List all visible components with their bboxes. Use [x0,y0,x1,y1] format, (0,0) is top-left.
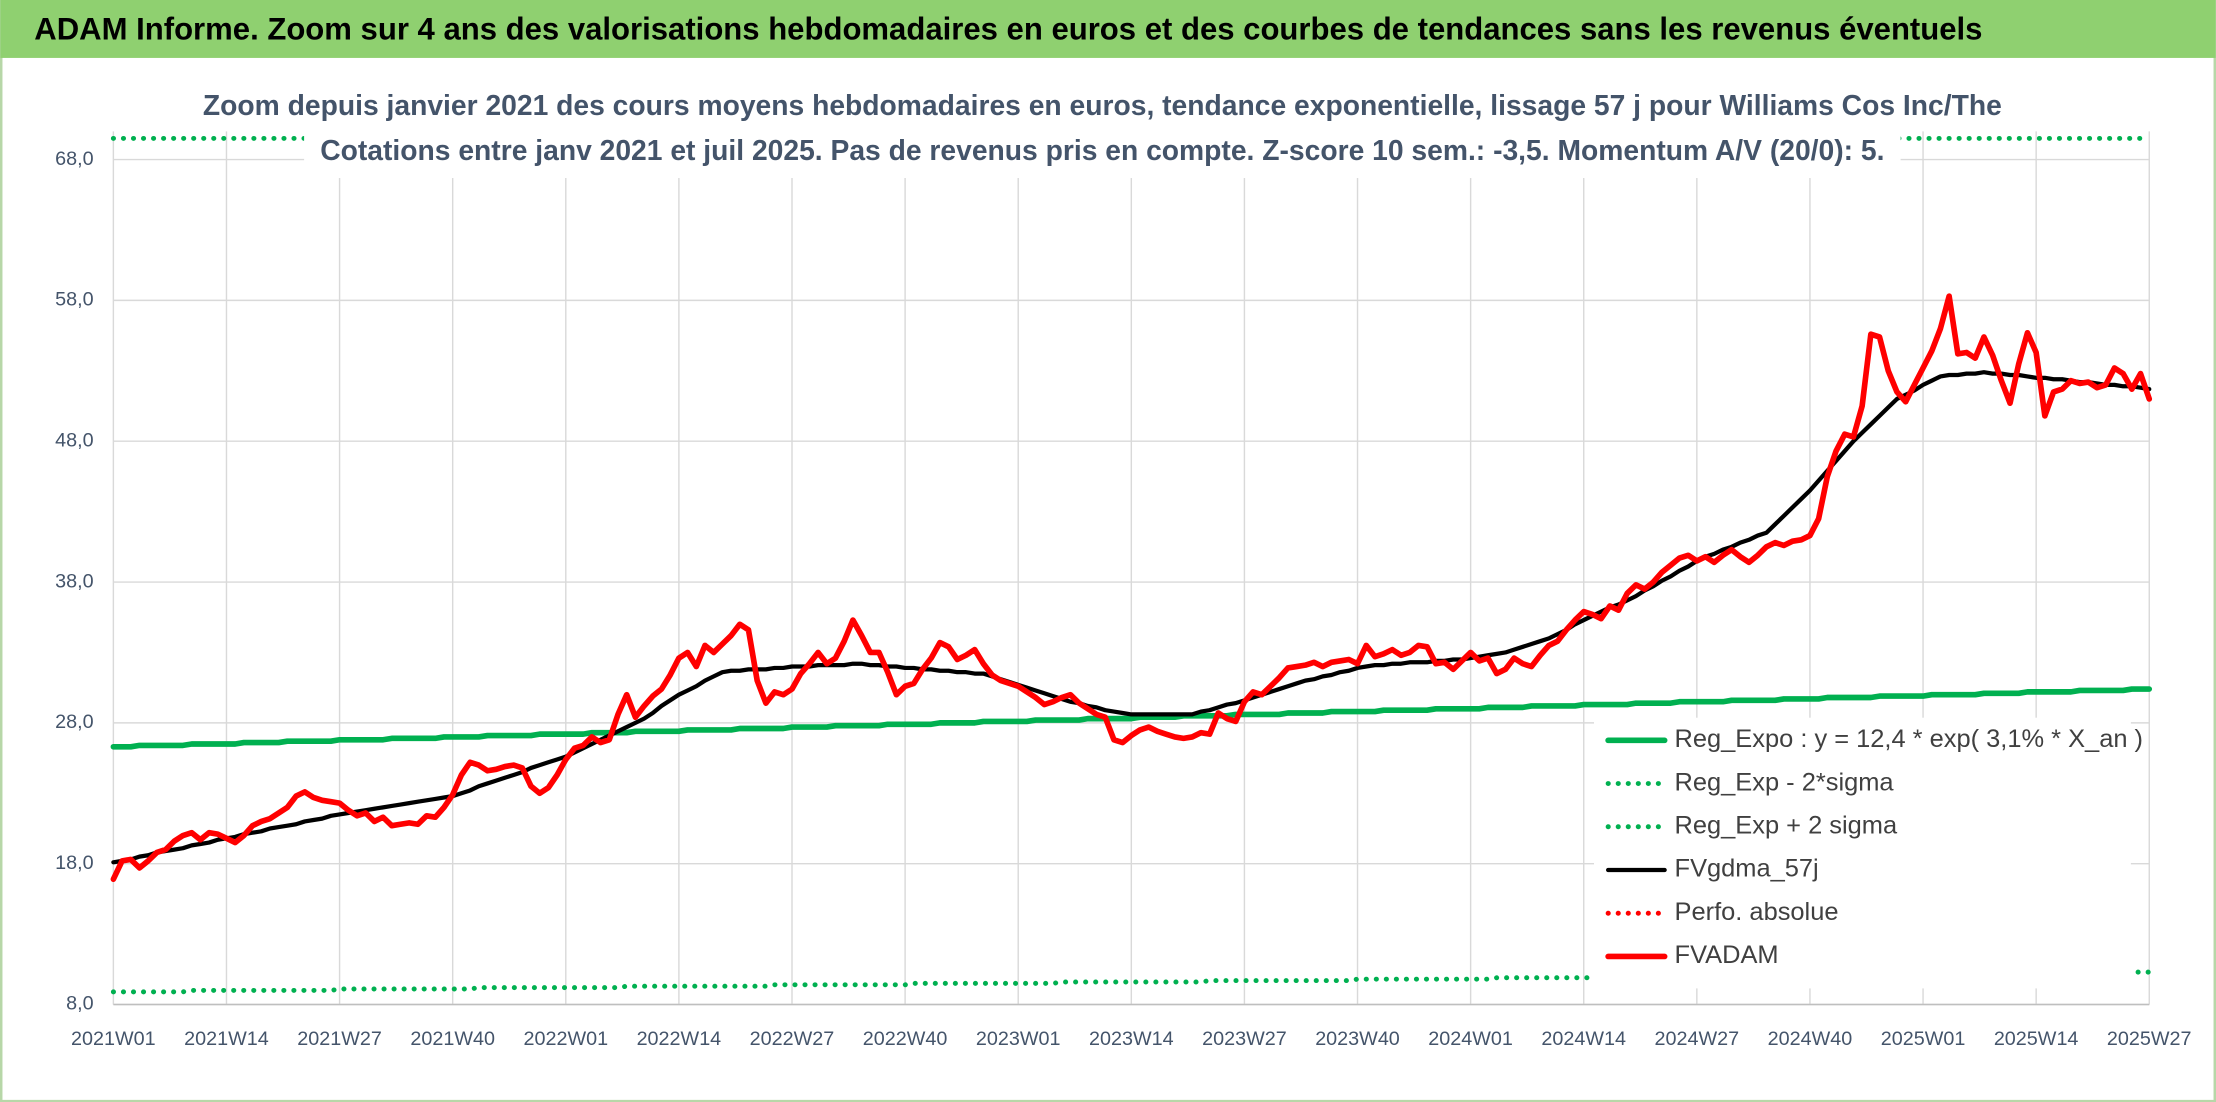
x-tick-label: 2021W27 [297,1028,382,1050]
title-box [304,81,1901,179]
x-tick-label: 2024W01 [1428,1028,1513,1050]
x-tick-label: 2025W01 [1881,1028,1966,1050]
x-tick-label: 2021W01 [71,1028,156,1050]
legend-label: Perfo. absolue [1675,898,1839,926]
header-band [0,0,2216,58]
x-tick-label: 2024W27 [1655,1028,1740,1050]
chart-title: Zoom depuis janvier 2021 des cours moyen… [203,89,2002,121]
y-tick-label: 8,0 [66,993,93,1015]
y-tick-label: 38,0 [55,570,93,592]
x-tick-label: 2023W40 [1315,1028,1400,1050]
x-tick-label: 2025W14 [1994,1028,2079,1050]
x-tick-label: 2021W40 [410,1028,495,1050]
x-tick-label: 2023W14 [1089,1028,1174,1050]
y-tick-label: 18,0 [55,852,93,874]
legend-label: Reg_Expo : y = 12,4 * exp( 3,1% * X_an ) [1675,725,2143,753]
x-tick-label: 2022W27 [750,1028,835,1050]
y-tick-label: 28,0 [55,711,93,733]
series-line [110,293,2153,883]
x-tick-label: 2022W14 [637,1028,722,1050]
x-tick-label: 2022W40 [863,1028,948,1050]
x-tick-label: 2025W27 [2107,1028,2192,1050]
series-line [110,969,2152,995]
legend-label: Reg_Exp - 2*sigma [1675,768,1895,796]
y-tick-label: 68,0 [55,148,93,170]
x-tick-label: 2024W14 [1541,1028,1626,1050]
x-tick-label: 2021W14 [184,1028,269,1050]
legend-label: FVADAM [1675,941,1779,969]
y-tick-label: 48,0 [55,429,93,451]
x-tick-label: 2024W40 [1768,1028,1853,1050]
header-title: ADAM Informe. Zoom sur 4 ans des valoris… [34,11,1982,46]
x-tick-label: 2022W01 [523,1028,608,1050]
legend-box [1594,717,2131,989]
x-tick-label: 2023W01 [976,1028,1061,1050]
series-line [110,686,2153,750]
y-tick-label: 58,0 [55,289,93,311]
legend: Reg_Expo : y = 12,4 * exp( 3,1% * X_an )… [1594,717,2143,989]
legend-label: FVgdma_57j [1675,855,1819,883]
chart-subtitle: Cotations entre janv 2021 et juil 2025. … [320,134,1884,166]
x-tick-label: 2023W27 [1202,1028,1287,1050]
legend-label: Reg_Exp + 2 sigma [1675,812,1898,840]
